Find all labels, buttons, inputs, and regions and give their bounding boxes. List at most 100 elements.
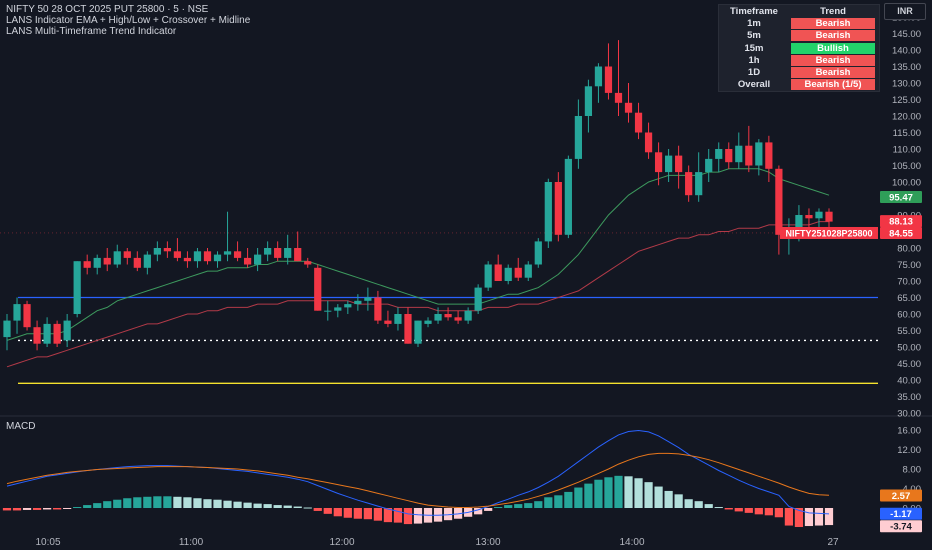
macd-histogram-bar bbox=[594, 479, 603, 508]
macd-histogram-bar bbox=[373, 508, 383, 521]
candle-body bbox=[614, 92, 623, 103]
y-tick-label: 50.00 bbox=[897, 343, 921, 354]
trend-col-trend: Trend bbox=[820, 5, 846, 17]
macd-histogram-bar bbox=[524, 503, 533, 508]
candle-body bbox=[173, 251, 182, 258]
macd-histogram-bar bbox=[323, 508, 332, 514]
candle-body bbox=[825, 211, 833, 222]
candle-body bbox=[765, 142, 773, 169]
candle-body bbox=[143, 254, 151, 268]
x-tick-label: 13:00 bbox=[475, 537, 500, 548]
macd-histogram-bar bbox=[474, 508, 483, 515]
macd-histogram-bar bbox=[233, 501, 242, 508]
trend-status-badge: Bearish bbox=[791, 17, 875, 29]
macd-histogram-bar bbox=[804, 508, 814, 527]
macd-histogram-bar bbox=[303, 507, 312, 509]
x-tick-label: 10:05 bbox=[35, 537, 60, 548]
macd-histogram-bar bbox=[764, 508, 773, 516]
macd-histogram-bar bbox=[243, 502, 252, 508]
candle-body bbox=[264, 248, 272, 255]
macd-histogram-bar bbox=[554, 495, 563, 508]
macd-histogram-bar bbox=[634, 478, 643, 508]
candle-body bbox=[574, 116, 582, 159]
macd-histogram-bar bbox=[173, 496, 182, 508]
candle-body bbox=[805, 215, 813, 219]
macd-histogram-bar bbox=[203, 499, 212, 508]
candle-body bbox=[735, 145, 743, 163]
macd-histogram-bar bbox=[253, 503, 262, 508]
macd-histogram-bar bbox=[2, 508, 12, 511]
candle-body bbox=[504, 267, 512, 281]
x-tick-label: 11:00 bbox=[179, 537, 204, 548]
symbol-title: NIFTY 50 28 OCT 2025 PUT 25800 · 5 · NSE bbox=[6, 4, 209, 15]
candle-body bbox=[464, 310, 472, 321]
candle-body bbox=[644, 132, 653, 153]
y-tick-label: 115.00 bbox=[893, 128, 921, 139]
currency-button[interactable]: INR bbox=[884, 3, 926, 20]
candle-body bbox=[33, 327, 41, 344]
candle-body bbox=[23, 304, 31, 328]
y-tick-label: 130.00 bbox=[892, 79, 921, 90]
candle-body bbox=[404, 314, 412, 344]
macd-histogram-bar bbox=[604, 477, 613, 508]
candle-body bbox=[284, 248, 292, 258]
candle-body bbox=[193, 251, 202, 262]
y-tick-label: 140.00 bbox=[892, 46, 921, 57]
candle-body bbox=[634, 112, 643, 133]
candle-body bbox=[384, 320, 392, 324]
symbol-label-bg bbox=[780, 226, 878, 239]
candle-body bbox=[705, 158, 713, 173]
macd-histogram-bar bbox=[263, 504, 272, 508]
macd-histogram-bar bbox=[654, 486, 663, 508]
price-label: 88.13 bbox=[889, 217, 913, 228]
macd-histogram-bar bbox=[584, 483, 593, 508]
y-tick-label: 100.00 bbox=[892, 178, 921, 189]
candle-body bbox=[514, 267, 522, 278]
macd-histogram-bar bbox=[574, 487, 583, 508]
macd-histogram-bar bbox=[113, 499, 122, 508]
macd-histogram-bar bbox=[223, 500, 232, 508]
trend-row: 1m Bearish bbox=[719, 17, 879, 29]
trend-timeframe: 5m bbox=[747, 30, 761, 42]
candle-body bbox=[334, 307, 342, 311]
trend-timeframe: 1D bbox=[747, 67, 761, 79]
candle-body bbox=[534, 241, 542, 265]
y-tick-label: 105.00 bbox=[892, 161, 921, 172]
candle-body bbox=[53, 323, 61, 344]
macd-signal-line bbox=[6, 452, 830, 508]
candle-body bbox=[243, 257, 252, 265]
macd-histogram-bar bbox=[363, 508, 372, 520]
trend-row: 5m Bearish bbox=[719, 30, 879, 42]
macd-histogram-bar bbox=[383, 508, 393, 523]
macd-histogram-bar bbox=[774, 508, 783, 518]
candle-body bbox=[444, 314, 452, 318]
ema-slow-line bbox=[6, 221, 829, 368]
macd-histogram-bar bbox=[704, 504, 713, 508]
candle-body bbox=[374, 297, 382, 321]
candle-body bbox=[494, 264, 502, 281]
trend-status-badge: Bearish bbox=[791, 30, 875, 42]
macd-histogram-bar bbox=[413, 508, 423, 524]
candle-body bbox=[83, 261, 91, 268]
candle-body bbox=[203, 251, 212, 262]
price-label-bg bbox=[880, 226, 922, 239]
candle-body bbox=[324, 310, 332, 312]
macd-y-tick-label: 16.00 bbox=[897, 426, 921, 437]
candle-body bbox=[63, 320, 71, 341]
candle-body bbox=[594, 66, 603, 87]
candle-body bbox=[434, 314, 442, 321]
y-tick-label: 80.00 bbox=[897, 244, 921, 255]
candle-body bbox=[213, 254, 222, 262]
macd-histogram-bar bbox=[333, 508, 342, 517]
macd-histogram-bar bbox=[504, 505, 513, 508]
macd-histogram-bar bbox=[32, 508, 42, 510]
macd-histogram-bar bbox=[42, 508, 52, 510]
trend-status-badge: Bearish (1/5) bbox=[791, 79, 875, 91]
macd-histogram-bar bbox=[403, 508, 413, 525]
trend-status-badge: Bearish bbox=[791, 54, 875, 66]
macd-histogram-bar bbox=[674, 494, 683, 508]
macd-histogram-bar bbox=[814, 508, 824, 526]
macd-histogram-bar bbox=[153, 496, 162, 508]
candle-body bbox=[815, 211, 823, 219]
